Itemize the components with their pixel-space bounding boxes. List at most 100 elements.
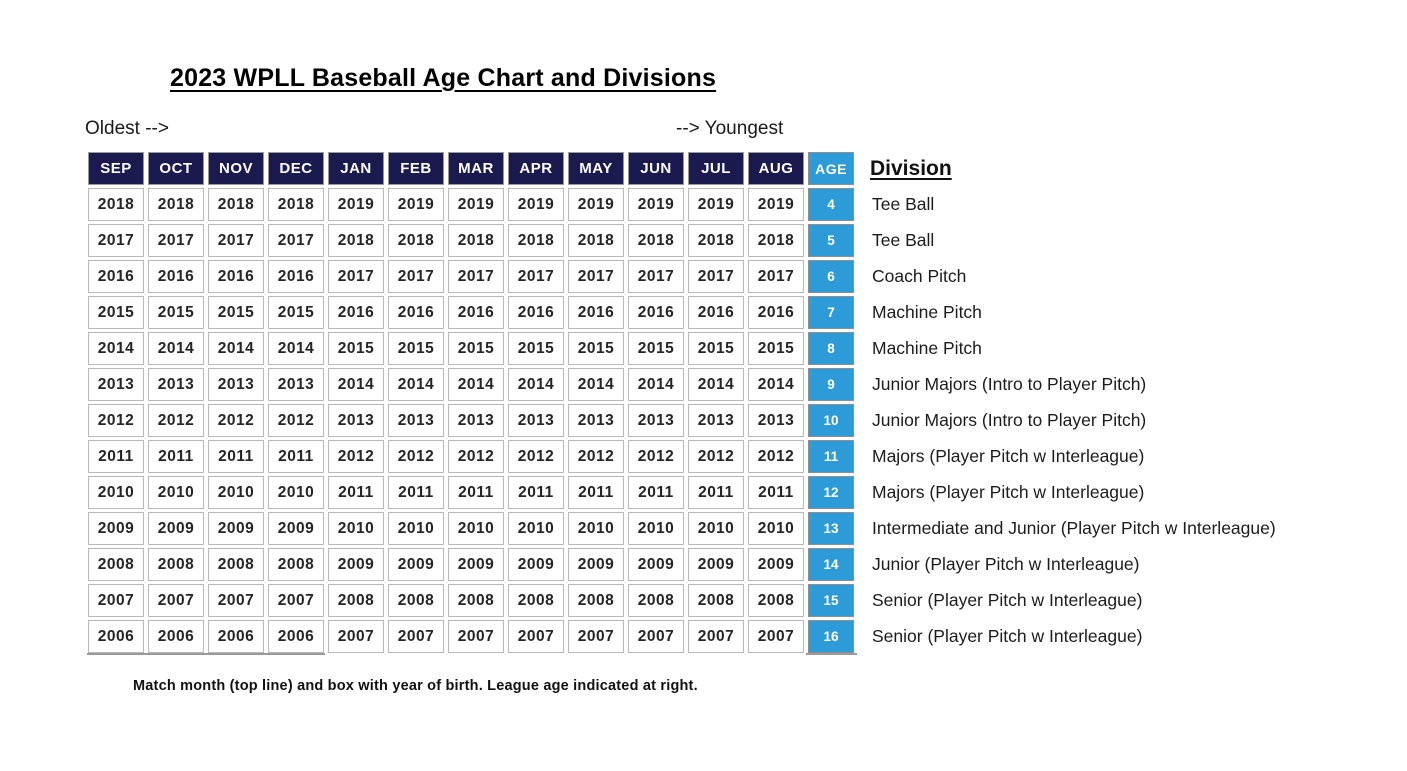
birth-year-cell: 2011 <box>508 476 564 509</box>
birth-year-cell: 2008 <box>508 584 564 617</box>
birth-year-cell: 2013 <box>268 368 324 401</box>
league-age-cell: 11 <box>808 440 854 473</box>
birth-year-cell: 2010 <box>628 512 684 545</box>
birth-year-cell: 2017 <box>628 260 684 293</box>
league-age-cell: 10 <box>808 404 854 437</box>
birth-year-cell: 2019 <box>688 188 744 221</box>
birth-year-cell: 2017 <box>688 260 744 293</box>
birth-year-cell: 2009 <box>568 548 624 581</box>
birth-year-cell: 2008 <box>268 548 324 581</box>
birth-year-cell: 2008 <box>628 584 684 617</box>
birth-year-cell: 2010 <box>268 476 324 509</box>
league-age-cell: 14 <box>808 548 854 581</box>
month-header-cell: AUG <box>748 152 804 185</box>
birth-year-cell: 2011 <box>328 476 384 509</box>
birth-year-cell: 2012 <box>508 440 564 473</box>
birth-year-cell: 2019 <box>628 188 684 221</box>
birth-year-cell: 2017 <box>208 224 264 257</box>
birth-year-cell: 2012 <box>208 404 264 437</box>
league-age-cell: 6 <box>808 260 854 293</box>
birth-year-cell: 2009 <box>388 548 444 581</box>
birth-year-cell: 2009 <box>508 548 564 581</box>
division-label: Intermediate and Junior (Player Pitch w … <box>872 518 1276 538</box>
page-title: 2023 WPLL Baseball Age Chart and Divisio… <box>170 64 717 92</box>
birth-year-cell: 2015 <box>268 296 324 329</box>
birth-year-cell: 2017 <box>268 224 324 257</box>
birth-year-cell: 2010 <box>748 512 804 545</box>
birth-year-cell: 2012 <box>88 404 144 437</box>
birth-year-cell: 2008 <box>148 548 204 581</box>
birth-year-cell: 2014 <box>388 368 444 401</box>
month-header-cell: JAN <box>328 152 384 185</box>
month-header-cell: SEP <box>88 152 144 185</box>
birth-year-cell: 2018 <box>148 188 204 221</box>
division-label: Machine Pitch <box>872 302 982 322</box>
birth-year-cell: 2014 <box>328 368 384 401</box>
birth-year-cell: 2017 <box>448 260 504 293</box>
birth-year-cell: 2010 <box>148 476 204 509</box>
league-age-cell: 16 <box>808 620 854 653</box>
birth-year-cell: 2012 <box>688 440 744 473</box>
birth-year-cell: 2007 <box>508 620 564 653</box>
birth-year-cell: 2015 <box>328 332 384 365</box>
birth-year-cell: 2014 <box>688 368 744 401</box>
division-label: Tee Ball <box>872 230 935 250</box>
division-label: Senior (Player Pitch w Interleague) <box>872 590 1143 610</box>
birth-year-cell: 2017 <box>88 224 144 257</box>
birth-year-cell: 2016 <box>388 296 444 329</box>
birth-year-cell: 2007 <box>208 584 264 617</box>
birth-year-cell: 2007 <box>448 620 504 653</box>
league-age-cell: 15 <box>808 584 854 617</box>
birth-year-cell: 2012 <box>388 440 444 473</box>
birth-year-cell: 2009 <box>148 512 204 545</box>
birth-year-cell: 2015 <box>748 332 804 365</box>
birth-year-cell: 2006 <box>88 620 144 653</box>
division-label: Tee Ball <box>872 194 935 214</box>
birth-year-cell: 2007 <box>148 584 204 617</box>
birth-year-cell: 2017 <box>508 260 564 293</box>
birth-year-cell: 2007 <box>328 620 384 653</box>
birth-year-cell: 2018 <box>688 224 744 257</box>
birth-year-cell: 2009 <box>268 512 324 545</box>
birth-year-cell: 2009 <box>328 548 384 581</box>
month-header-cell: JUN <box>628 152 684 185</box>
birth-year-cell: 2016 <box>568 296 624 329</box>
birth-year-cell: 2008 <box>748 584 804 617</box>
birth-year-cell: 2013 <box>628 404 684 437</box>
birth-year-cell: 2019 <box>328 188 384 221</box>
birth-year-cell: 2007 <box>688 620 744 653</box>
birth-year-cell: 2010 <box>568 512 624 545</box>
birth-year-cell: 2018 <box>628 224 684 257</box>
birth-year-cell: 2010 <box>88 476 144 509</box>
birth-year-cell: 2019 <box>748 188 804 221</box>
birth-year-cell: 2014 <box>568 368 624 401</box>
birth-year-cell: 2008 <box>448 584 504 617</box>
birth-year-cell: 2019 <box>568 188 624 221</box>
birth-year-cell: 2011 <box>88 440 144 473</box>
birth-year-cell: 2015 <box>88 296 144 329</box>
birth-year-cell: 2011 <box>148 440 204 473</box>
birth-year-cell: 2007 <box>748 620 804 653</box>
birth-year-cell: 2008 <box>208 548 264 581</box>
birth-year-cell: 2006 <box>148 620 204 653</box>
birth-year-cell: 2018 <box>208 188 264 221</box>
birth-year-cell: 2016 <box>508 296 564 329</box>
birth-year-cell: 2017 <box>328 260 384 293</box>
birth-year-cell: 2016 <box>208 260 264 293</box>
birth-year-cell: 2009 <box>628 548 684 581</box>
birth-year-cell: 2009 <box>748 548 804 581</box>
birth-year-cell: 2009 <box>208 512 264 545</box>
table-bottom-rule-left <box>87 653 325 655</box>
birth-year-cell: 2007 <box>88 584 144 617</box>
division-label: Junior Majors (Intro to Player Pitch) <box>872 374 1147 394</box>
birth-year-cell: 2013 <box>448 404 504 437</box>
birth-year-cell: 2016 <box>748 296 804 329</box>
birth-year-cell: 2013 <box>748 404 804 437</box>
birth-year-cell: 2015 <box>508 332 564 365</box>
month-header-cell: FEB <box>388 152 444 185</box>
birth-year-cell: 2016 <box>628 296 684 329</box>
birth-year-cell: 2019 <box>448 188 504 221</box>
oldest-direction-label: Oldest --> <box>85 118 169 139</box>
birth-year-cell: 2010 <box>688 512 744 545</box>
birth-year-cell: 2015 <box>628 332 684 365</box>
